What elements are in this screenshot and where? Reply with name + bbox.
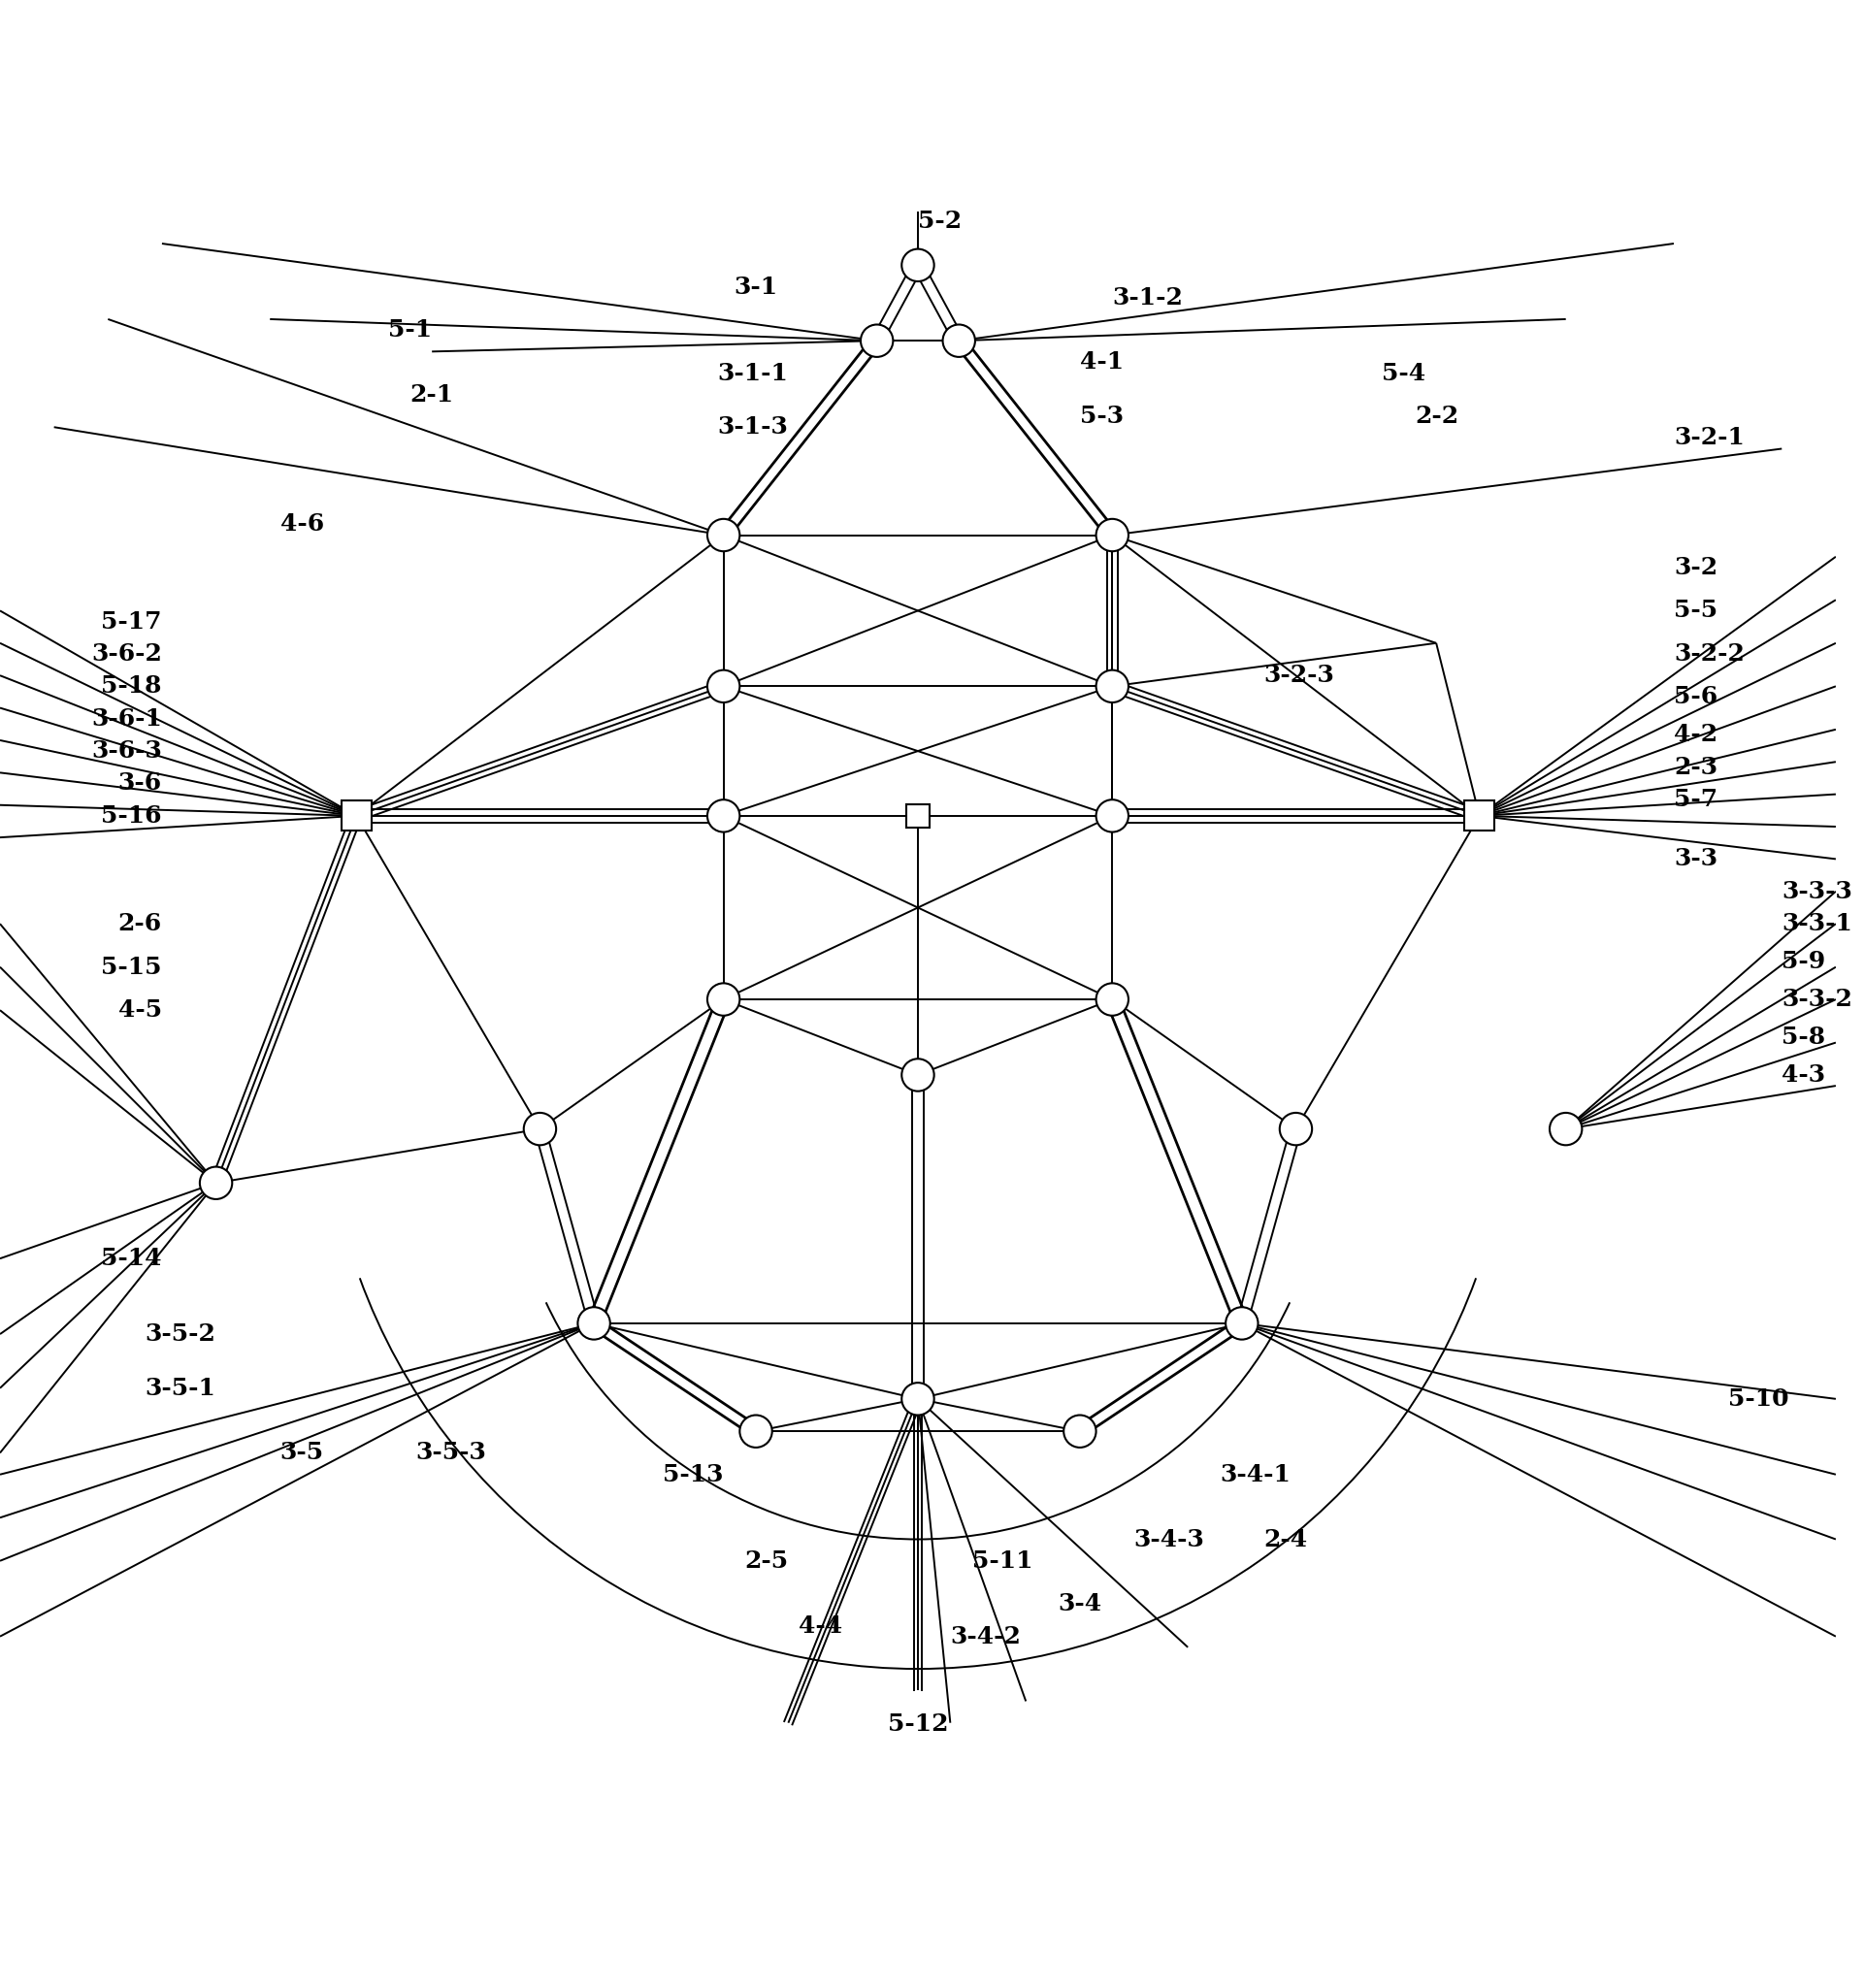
Text: 5-18: 5-18	[101, 674, 162, 698]
Text: 3-5-3: 3-5-3	[416, 1441, 487, 1465]
Text: 3-4-3: 3-4-3	[1133, 1527, 1204, 1551]
Circle shape	[902, 1060, 934, 1091]
Text: 5-11: 5-11	[971, 1549, 1033, 1573]
Text: 3-5-1: 3-5-1	[145, 1376, 216, 1400]
Text: 3-3-1: 3-3-1	[1782, 912, 1853, 936]
Text: 5-3: 5-3	[1079, 406, 1124, 427]
Circle shape	[902, 248, 934, 282]
Circle shape	[902, 1384, 934, 1415]
Circle shape	[199, 1167, 233, 1199]
Circle shape	[1227, 1308, 1258, 1340]
Circle shape	[706, 799, 740, 833]
Text: 5-13: 5-13	[664, 1463, 723, 1487]
Text: 3-2-3: 3-2-3	[1264, 664, 1335, 688]
Bar	[906, 803, 930, 827]
Circle shape	[524, 1113, 555, 1145]
Text: 2-3: 2-3	[1674, 755, 1717, 779]
Text: 2-4: 2-4	[1264, 1527, 1307, 1551]
Text: 5-6: 5-6	[1674, 686, 1717, 708]
Text: 5-12: 5-12	[887, 1712, 949, 1736]
Text: 5-17: 5-17	[101, 610, 162, 632]
Circle shape	[706, 984, 740, 1016]
Circle shape	[1096, 519, 1128, 551]
Text: 3-4-2: 3-4-2	[951, 1624, 1021, 1648]
Text: 5-5: 5-5	[1674, 598, 1717, 622]
Text: 2-6: 2-6	[117, 912, 162, 936]
Circle shape	[706, 519, 740, 551]
Text: 3-6-1: 3-6-1	[91, 708, 162, 730]
Text: 5-2: 5-2	[917, 209, 962, 233]
Text: 5-16: 5-16	[101, 805, 162, 827]
Text: 3-1-2: 3-1-2	[1113, 286, 1184, 310]
Text: 5-7: 5-7	[1674, 787, 1717, 811]
Text: 3-3: 3-3	[1674, 847, 1717, 871]
Circle shape	[1281, 1113, 1312, 1145]
Text: 4-5: 4-5	[117, 998, 162, 1022]
Text: 3-2-1: 3-2-1	[1674, 425, 1745, 449]
Text: 4-2: 4-2	[1674, 724, 1717, 747]
Text: 3-1: 3-1	[734, 274, 777, 298]
Bar	[1465, 801, 1495, 831]
Bar	[341, 801, 371, 831]
Text: 4-3: 4-3	[1782, 1064, 1825, 1087]
Text: 4-6: 4-6	[280, 513, 324, 537]
Text: 5-14: 5-14	[101, 1246, 162, 1270]
Circle shape	[1096, 670, 1128, 702]
Text: 3-3-2: 3-3-2	[1782, 988, 1853, 1012]
Text: 3-6-3: 3-6-3	[91, 740, 162, 763]
Text: 4-1: 4-1	[1079, 350, 1124, 374]
Text: 5-10: 5-10	[1728, 1388, 1788, 1411]
Circle shape	[1096, 984, 1128, 1016]
Text: 3-2-2: 3-2-2	[1674, 642, 1745, 666]
Text: 5-8: 5-8	[1782, 1026, 1825, 1050]
Text: 3-4: 3-4	[1059, 1592, 1102, 1616]
Text: 3-3-3: 3-3-3	[1782, 881, 1853, 903]
Text: 3-5-2: 3-5-2	[145, 1322, 216, 1346]
Circle shape	[1549, 1113, 1583, 1145]
Text: 5-1: 5-1	[388, 318, 432, 342]
Text: 2-5: 2-5	[744, 1549, 788, 1573]
Circle shape	[943, 324, 975, 358]
Text: 3-5: 3-5	[280, 1441, 324, 1465]
Text: 5-15: 5-15	[101, 956, 162, 978]
Circle shape	[740, 1415, 772, 1447]
Text: 2-1: 2-1	[410, 384, 453, 406]
Text: 3-1-1: 3-1-1	[718, 362, 788, 386]
Text: 2-2: 2-2	[1415, 406, 1458, 427]
Circle shape	[1096, 799, 1128, 833]
Circle shape	[578, 1308, 610, 1340]
Text: 3-4-1: 3-4-1	[1221, 1463, 1292, 1487]
Text: 3-6-2: 3-6-2	[91, 642, 162, 666]
Text: 4-4: 4-4	[798, 1614, 843, 1638]
Circle shape	[861, 324, 893, 358]
Text: 3-6: 3-6	[117, 771, 162, 795]
Text: 3-1-3: 3-1-3	[718, 415, 788, 439]
Circle shape	[1064, 1415, 1096, 1447]
Text: 5-9: 5-9	[1782, 950, 1825, 974]
Text: 5-4: 5-4	[1383, 362, 1426, 386]
Circle shape	[706, 670, 740, 702]
Text: 3-2: 3-2	[1674, 557, 1717, 579]
